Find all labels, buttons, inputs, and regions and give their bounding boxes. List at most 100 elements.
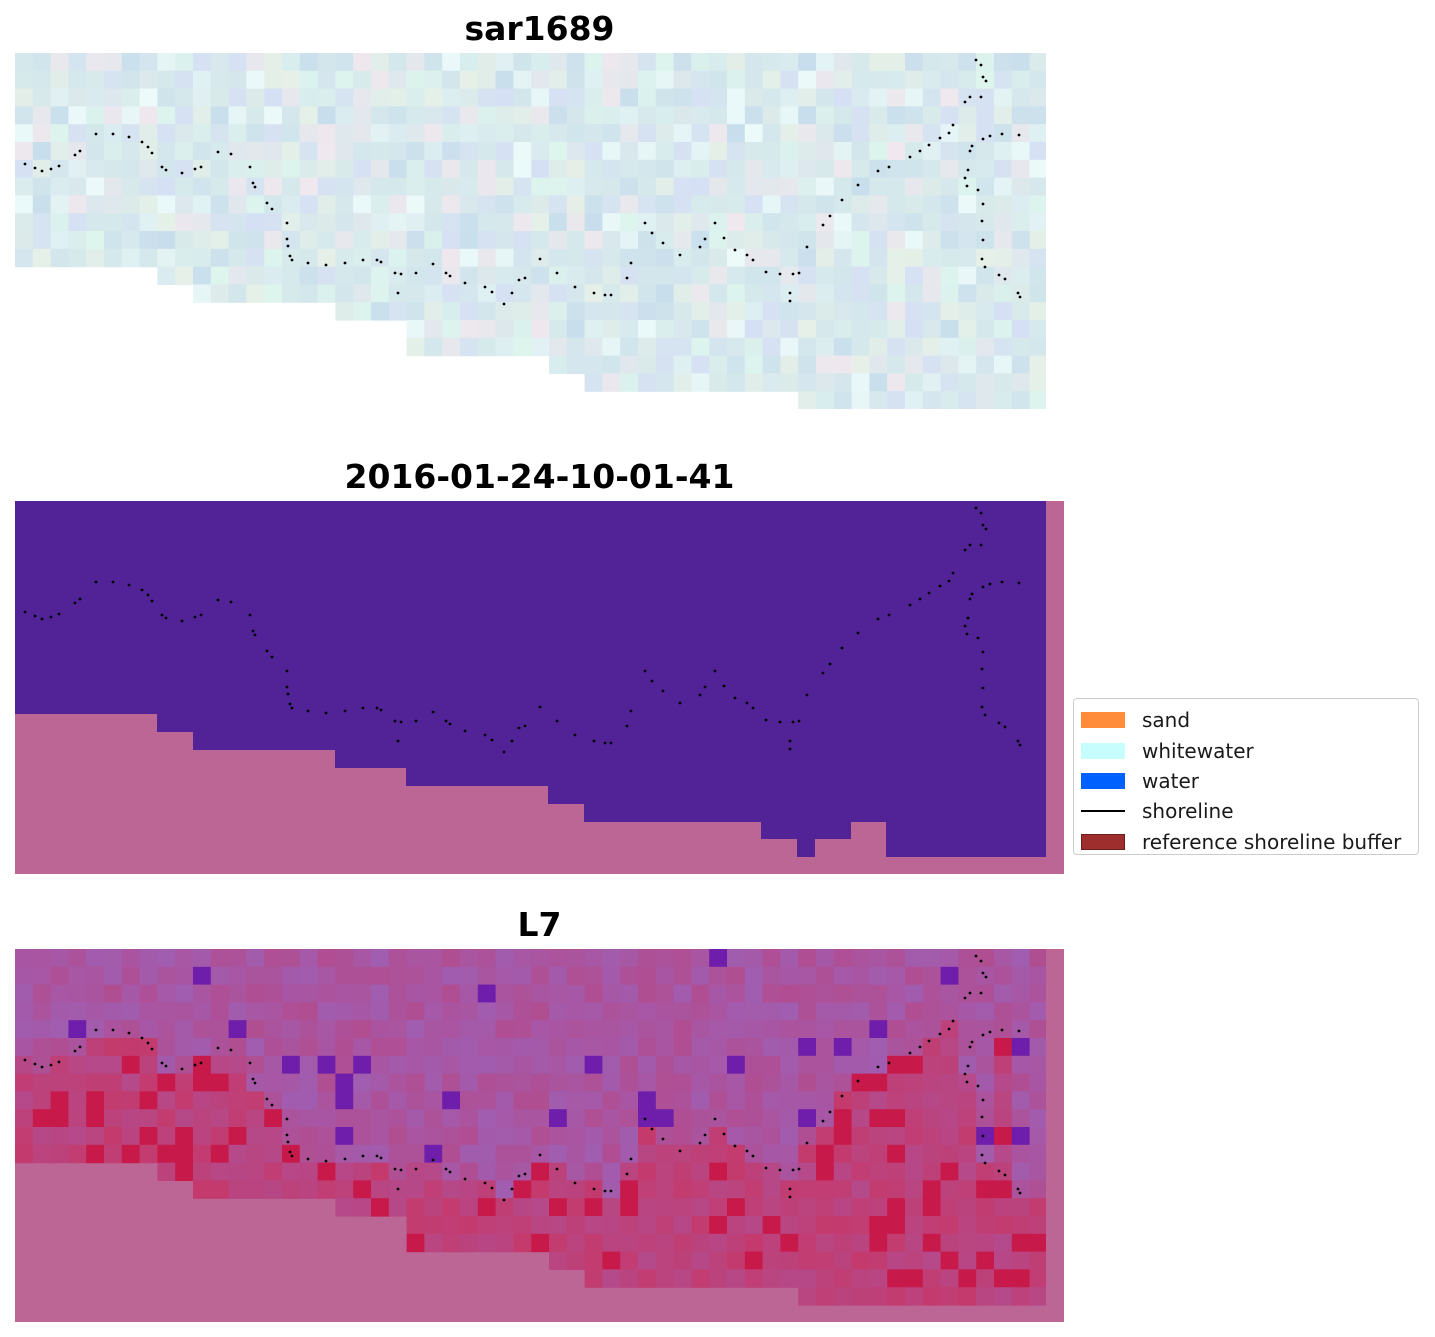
l7-pixel — [691, 984, 710, 1003]
l7-pixel — [638, 966, 657, 986]
shoreline-point — [1003, 277, 1007, 281]
l7-pixel — [477, 1109, 497, 1128]
sar-pixel — [887, 106, 906, 125]
l7-pixel — [299, 966, 319, 986]
sar-pixel — [602, 70, 621, 90]
sar-pixel — [887, 124, 906, 143]
sar-pixel — [210, 70, 230, 90]
sar-pixel — [424, 248, 443, 268]
l7-pixel — [246, 1002, 265, 1021]
l7-pixel — [139, 1091, 158, 1110]
l7-pixel — [406, 1144, 425, 1164]
shoreline-point — [980, 667, 984, 671]
sar-pixel — [709, 231, 728, 250]
l7-pixel — [727, 1269, 746, 1288]
sar-pixel — [549, 320, 568, 339]
sar-pixel — [816, 320, 835, 339]
l7-pixel — [762, 1216, 781, 1235]
shoreline-point — [324, 1159, 328, 1163]
sar-pixel — [620, 373, 639, 392]
sar-pixel — [210, 142, 230, 161]
l7-pixel — [940, 1162, 959, 1181]
sar-pixel — [816, 53, 835, 72]
l7-pixel — [1011, 984, 1031, 1003]
sar-pixel — [424, 88, 443, 107]
shoreline-point — [713, 221, 717, 225]
sar-pixel — [513, 213, 532, 232]
l7-pixel — [762, 1127, 781, 1146]
shoreline-point — [306, 261, 310, 265]
shoreline-point — [828, 214, 832, 218]
sar-pixel — [495, 70, 514, 90]
l7-pixel — [282, 949, 301, 968]
l7-pixel — [228, 984, 247, 1003]
sar-pixel — [851, 213, 870, 232]
sar-pixel — [371, 302, 390, 321]
l7-pixel — [940, 1198, 959, 1217]
l7-pixel — [371, 1109, 390, 1128]
sar-pixel — [780, 124, 799, 143]
l7-pixel — [210, 1180, 230, 1199]
l7-pixel — [780, 1198, 799, 1217]
l7-pixel — [673, 1109, 692, 1128]
shoreline-point — [927, 591, 931, 595]
sar-pixel — [584, 106, 603, 125]
shoreline-point — [361, 258, 365, 262]
sar-pixel — [922, 302, 942, 321]
sar-pixel — [851, 124, 870, 143]
l7-pixel — [68, 1002, 87, 1021]
l7-pixel — [1029, 949, 1046, 968]
shoreline-point — [414, 719, 418, 723]
sar-pixel — [922, 320, 942, 339]
shoreline-point — [375, 706, 379, 710]
sar-pixel — [139, 124, 158, 143]
l7-pixel — [566, 1038, 586, 1057]
sar-pixel — [1029, 124, 1046, 143]
sar-pixel — [193, 124, 212, 143]
l7-pixel — [869, 1269, 888, 1288]
l7-pixel — [673, 1180, 692, 1199]
sar-pixel — [460, 124, 479, 143]
l7-pixel — [282, 1180, 301, 1199]
sar-pixel — [727, 106, 746, 125]
l7-pixel — [851, 1233, 870, 1253]
sar-pixel — [816, 159, 835, 179]
sar-pixel — [762, 177, 781, 196]
l7-pixel — [495, 1109, 514, 1128]
shoreline-point — [805, 245, 809, 249]
l7-pixel — [976, 1002, 995, 1021]
sar-pixel — [584, 213, 603, 232]
sar-pixel — [513, 320, 532, 339]
l7-pixel — [869, 949, 888, 968]
sar-pixel — [50, 70, 69, 90]
l7-pixel — [727, 1162, 746, 1181]
l7-pixel — [851, 966, 870, 986]
l7-pixel — [193, 1002, 212, 1021]
sar-pixel — [353, 284, 372, 303]
sar-pixel — [762, 88, 781, 107]
l7-pixel — [50, 1038, 69, 1057]
l7-pixel — [477, 1038, 497, 1057]
sar-pixel — [246, 284, 265, 303]
l7-pixel — [477, 1127, 497, 1146]
l7-pixel — [709, 1091, 728, 1110]
l7-pixel — [495, 1091, 514, 1110]
shoreline-point — [1018, 295, 1022, 299]
sar-pixel — [602, 320, 621, 339]
l7-pixel — [940, 1287, 959, 1306]
sar-pixel — [655, 106, 675, 125]
l7-pixel — [68, 1091, 87, 1110]
shoreline-point — [78, 149, 82, 153]
l7-pixel — [513, 1233, 532, 1253]
sar-pixel — [727, 177, 746, 196]
l7-pixel — [620, 1180, 639, 1199]
l7-pixel — [388, 1055, 408, 1075]
sar-pixel — [1029, 177, 1046, 196]
sar-pixel — [139, 231, 158, 250]
sar-pixel — [531, 53, 550, 72]
sar-pixel — [388, 142, 408, 161]
shoreline-point — [33, 1062, 37, 1066]
sar-pixel — [104, 159, 123, 179]
sar-pixel — [442, 195, 461, 214]
sar-pixel — [798, 88, 817, 107]
